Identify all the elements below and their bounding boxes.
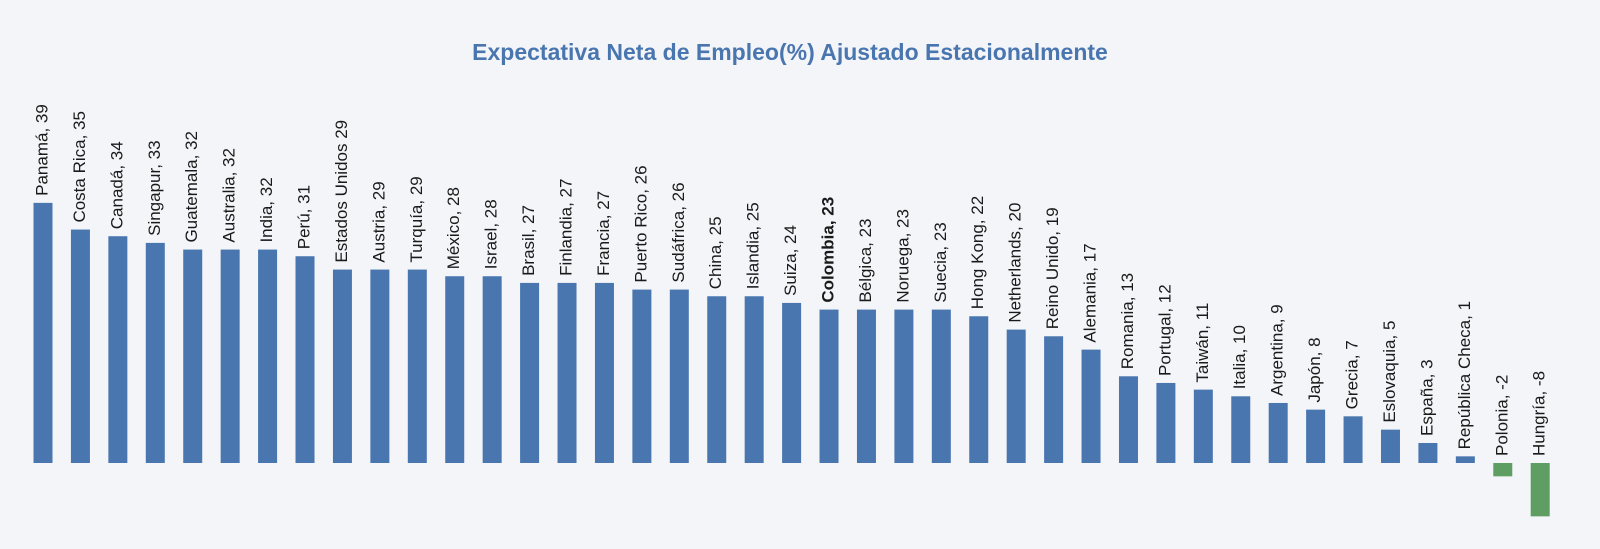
data-label: Taiwán, 11: [1193, 303, 1212, 383]
bar: [33, 202, 53, 463]
data-label: Portugal, 12: [1155, 284, 1174, 376]
data-label: India, 32: [257, 177, 276, 242]
bar: [445, 276, 465, 463]
data-label: Singapur, 33: [145, 140, 164, 235]
bar: [1118, 376, 1138, 463]
data-label: Polonia, -2: [1492, 375, 1511, 456]
data-label: República Checa, 1: [1455, 301, 1474, 449]
bar: [594, 282, 614, 463]
bar: [407, 269, 427, 463]
bar: [744, 296, 764, 463]
bar: [1530, 463, 1550, 517]
bar: [1193, 389, 1213, 463]
bar: [370, 269, 390, 463]
data-label: Hong Kong, 22: [968, 196, 987, 309]
bar: [1231, 396, 1251, 463]
bar: [1380, 429, 1400, 463]
bar: [931, 309, 951, 463]
chart-title: Expectativa Neta de Empleo(%) Ajustado E…: [472, 39, 1108, 65]
data-label: Turquía, 29: [407, 176, 426, 262]
data-label: Finlandia, 27: [557, 179, 576, 276]
data-label: Canadá, 34: [107, 141, 126, 229]
bar: [969, 316, 989, 463]
bar: [557, 282, 577, 463]
data-label: Puerto Rico, 26: [631, 165, 650, 282]
data-label: Sudáfrica, 26: [669, 182, 688, 282]
bar: [70, 229, 90, 463]
data-label: Alemania, 17: [1081, 243, 1100, 342]
data-label: Hungría, -8: [1530, 371, 1549, 456]
data-label: Estados Unidos 29: [332, 120, 351, 263]
bar: [1306, 409, 1326, 463]
data-label: Perú, 31: [294, 185, 313, 249]
data-label: Italia, 10: [1230, 325, 1249, 389]
data-label: Eslovaquia, 5: [1380, 321, 1399, 423]
bar: [145, 242, 165, 463]
data-label: Romania, 13: [1118, 273, 1137, 369]
data-label: Grecia, 7: [1343, 340, 1362, 409]
data-label: Noruega, 23: [893, 209, 912, 303]
bar: [707, 296, 727, 463]
bar: [1081, 349, 1101, 463]
data-label: Argentina, 9: [1268, 304, 1287, 396]
data-label: Netherlands, 20: [1006, 203, 1025, 323]
bar: [819, 309, 839, 463]
data-label: México, 28: [444, 187, 463, 269]
bar: [482, 276, 502, 463]
bar: [1268, 402, 1288, 463]
bar: [1044, 336, 1064, 463]
bar: [1455, 456, 1475, 463]
bar: [183, 249, 203, 463]
data-label: Francia, 27: [594, 191, 613, 276]
bar: [894, 309, 914, 463]
data-label: Austria, 29: [369, 181, 388, 262]
data-label: Reino Unido, 19: [1043, 207, 1062, 329]
bar: [1418, 442, 1438, 463]
data-label: Islandia, 25: [744, 202, 763, 289]
data-label: Bélgica, 23: [856, 218, 875, 302]
bar: [1156, 382, 1176, 463]
data-label: Israel, 28: [482, 199, 501, 269]
data-label: Australia, 32: [220, 148, 239, 243]
bar: [108, 236, 128, 463]
bar: [632, 289, 652, 463]
data-label: Colombia, 23: [819, 197, 838, 303]
data-label: Japón, 8: [1305, 337, 1324, 402]
data-label: Panamá, 39: [32, 104, 51, 196]
data-label: China, 25: [706, 216, 725, 289]
bar: [295, 256, 315, 463]
data-label: España, 3: [1417, 359, 1436, 436]
bar: [1343, 416, 1363, 463]
bar: [669, 289, 689, 463]
bar: [1006, 329, 1026, 463]
bar: [332, 269, 352, 463]
data-label: Brasil, 27: [519, 205, 538, 276]
bar: [258, 249, 278, 463]
data-label: Suecia, 23: [931, 222, 950, 302]
data-label: Costa Rica, 35: [70, 111, 89, 222]
bar: [220, 249, 240, 463]
bar: [1493, 463, 1513, 477]
data-label: Guatemala, 32: [182, 131, 201, 243]
bar: [782, 302, 802, 463]
bar: [520, 282, 540, 463]
bar: [856, 309, 876, 463]
data-label: Suiza, 24: [781, 225, 800, 296]
